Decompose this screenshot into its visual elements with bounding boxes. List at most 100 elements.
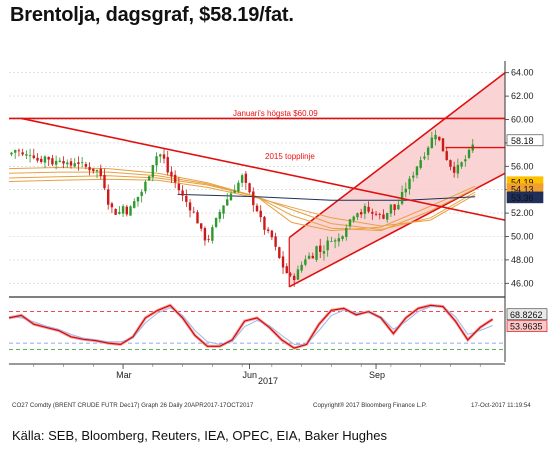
time-axis: Mar Jun Sep [33, 364, 481, 380]
candle-body [237, 182, 240, 192]
candle-body [110, 203, 114, 208]
candle-body [192, 211, 195, 213]
candle-body [326, 240, 329, 251]
candle-body [118, 211, 121, 214]
candle-body [352, 216, 355, 221]
top-line-2015 [21, 117, 506, 221]
candle-body [162, 154, 166, 159]
candle-body [389, 204, 393, 214]
uptrend-channel [288, 72, 506, 288]
candle-body [151, 164, 155, 177]
candle-body [47, 156, 50, 160]
candle-body [88, 167, 91, 171]
candle-body [356, 213, 359, 218]
candle-body [426, 147, 430, 156]
candle-body [307, 255, 311, 259]
source-note: Källa: SEB, Bloomberg, Reuters, IEA, OPE… [12, 428, 388, 443]
candle-body [147, 176, 151, 181]
oscillator-tag-label: 53.9635 [510, 322, 543, 332]
candle-body [330, 241, 333, 242]
candle-body [32, 155, 35, 159]
candle-body [43, 156, 47, 163]
oscillator-tag-label: 68.8262 [510, 310, 543, 320]
oscillator-tags: 68.8262 53.9635 [506, 308, 548, 333]
channel-fill [289, 72, 505, 287]
candle-body [28, 155, 32, 157]
candle-body [441, 138, 445, 152]
candle-body [36, 157, 39, 161]
candle-body [408, 178, 411, 190]
candle-body [155, 156, 158, 166]
candle-body [304, 259, 307, 265]
candle-body [319, 245, 322, 252]
candle-body [322, 251, 326, 254]
candle-body [25, 154, 28, 156]
x-tick-label: Sep [369, 370, 385, 380]
candle-body [397, 204, 400, 210]
channel-lower-line [288, 172, 506, 288]
price-tag-label: 54.13 [511, 185, 534, 195]
candle-body [84, 163, 88, 167]
january-high-label: Januari's högsta $60.09 [233, 109, 318, 118]
y-tick-label: 52.00 [511, 208, 534, 218]
y-tick-label: 62.00 [511, 91, 534, 101]
candle-body [337, 238, 341, 242]
x-tick-label: Mar [116, 370, 132, 380]
footer-middle: Copyright® 2017 Bloomberg Finance L.P. [313, 402, 427, 409]
candle-body [159, 154, 162, 157]
candle-body [222, 205, 225, 214]
y-tick-label: 56.00 [511, 161, 534, 171]
candle-body [300, 264, 303, 271]
candle-body [17, 150, 21, 152]
candle-body [69, 161, 73, 166]
channel-upper-line [288, 72, 506, 239]
y-tick-label: 64.00 [511, 68, 534, 78]
candle-body [133, 201, 136, 208]
candle-body [14, 150, 17, 153]
candle-body [99, 168, 102, 176]
candle-body [386, 212, 389, 220]
candle-body [125, 206, 128, 215]
y-tick-label: 60.00 [511, 115, 534, 125]
candle-body [266, 229, 270, 231]
candle-body [281, 256, 285, 268]
candle-body [415, 166, 419, 176]
candle-body [200, 223, 203, 229]
candle-body [252, 191, 255, 206]
candle-body [460, 162, 463, 167]
candle-body [66, 162, 69, 165]
candle-body [129, 206, 132, 216]
candle-body [80, 162, 84, 164]
candle-body [233, 190, 236, 193]
price-tag-box [506, 191, 544, 204]
price-tag-label: 58.18 [511, 136, 534, 146]
footer-right: 17-Oct-2017 11:19:54 [471, 402, 531, 409]
candle-body [103, 174, 106, 189]
candle-body [218, 212, 221, 219]
candle-body [95, 169, 99, 172]
candle-body [419, 160, 422, 168]
candle-body [51, 158, 54, 165]
oscillator-d-line [8, 306, 493, 345]
oscillator-k-line [8, 304, 493, 349]
candle-body [456, 164, 460, 174]
candle-body [40, 158, 43, 162]
candle-body [278, 247, 281, 258]
candle-body [185, 195, 188, 202]
moving-averages [8, 166, 476, 232]
candle-body [226, 199, 229, 206]
candle-body [58, 160, 62, 162]
candle-body [54, 160, 58, 165]
candle-body [214, 217, 218, 227]
candle-body [374, 213, 378, 215]
candle-body [363, 205, 367, 214]
candle-body [274, 236, 277, 247]
candle-body [378, 214, 381, 215]
candle-body [296, 269, 300, 280]
oscillator-panel [8, 303, 505, 350]
candle-body [367, 206, 370, 212]
candle-body [170, 171, 173, 177]
candle-body [423, 156, 426, 159]
candle-body [293, 275, 296, 281]
candle-body [333, 240, 337, 242]
